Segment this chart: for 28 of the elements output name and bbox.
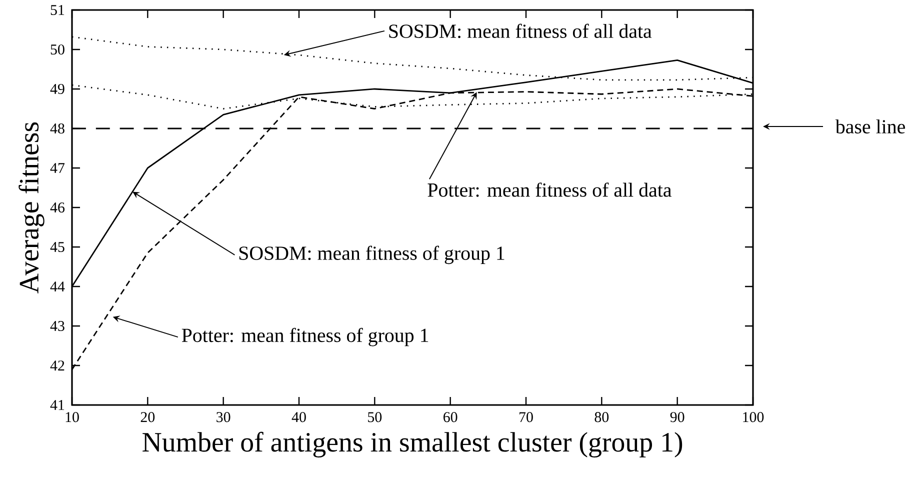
x-tick-label: 100 (743, 412, 764, 422)
y-tick-label: 47 (50, 163, 65, 173)
y-tick-label: 50 (50, 44, 64, 55)
y-tick-label: 48 (50, 123, 64, 134)
ref-line-label: base line (835, 119, 905, 134)
x-tick-label: 60 (444, 412, 458, 422)
y-tick-label: 42 (50, 360, 64, 370)
x-tick-label: 50 (368, 412, 382, 422)
annotation: SOSDM: mean fitness of group 1 (239, 246, 504, 264)
x-tick-label: 40 (292, 412, 306, 422)
y-tick-label: 45 (50, 242, 64, 252)
annotation: SOSDM: mean fitness of all data (389, 24, 652, 38)
y-tick-label: 44 (50, 282, 65, 292)
y-tick-label: 41 (50, 400, 64, 410)
y-tick-label: 51 (50, 4, 64, 16)
annotation: Potter: mean fitness of group 1 (182, 328, 428, 346)
x-tick-label: 10 (66, 412, 79, 422)
y-axis-title: Average fitness (18, 122, 44, 294)
y-tick-label: 49 (50, 84, 64, 94)
x-axis-title: Number of antigens in smallest cluster (group 1) (142, 432, 682, 458)
x-tick-label: 90 (670, 412, 684, 422)
x-tick-label: 80 (594, 412, 609, 422)
x-tick-label: 20 (140, 412, 155, 422)
y-tick-label: 43 (50, 321, 64, 332)
x-tick-label: 30 (216, 412, 230, 422)
annotation: Potter: mean fitness of all data (428, 182, 672, 197)
x-tick-label: 70 (520, 412, 533, 422)
y-tick-label: 46 (50, 202, 65, 213)
